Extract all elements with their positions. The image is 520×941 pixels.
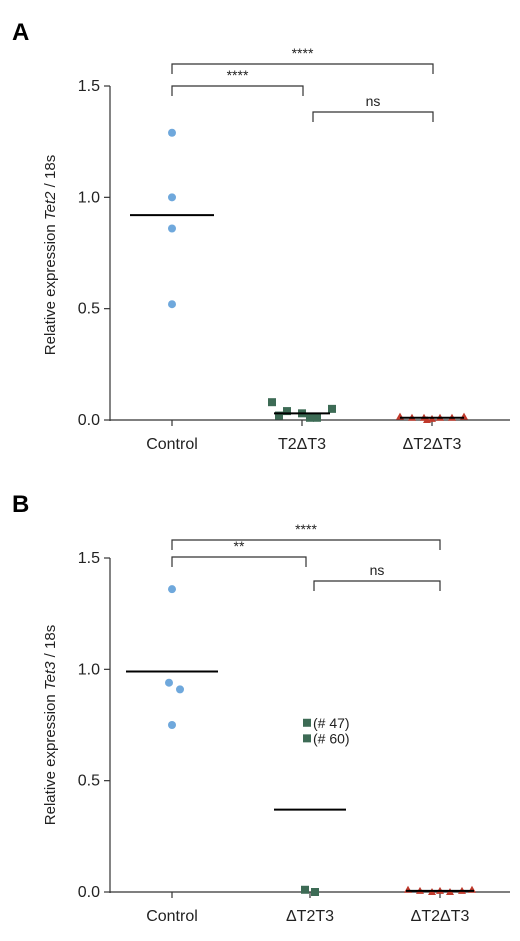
data-point: [168, 585, 176, 594]
x-category-label: ΔT2T3: [286, 908, 334, 925]
x-categories: Control ΔT2T3 ΔT2ΔT3: [146, 908, 469, 925]
point-annotations: (# 47) (# 60): [313, 715, 350, 747]
y-ticks: 0.0 0.5 1.0 1.5: [78, 550, 100, 901]
significance-label: ****: [292, 45, 314, 61]
significance-bracket: [171, 85, 304, 96]
y-tick-label: 1.0: [78, 661, 100, 678]
data-point: [303, 734, 311, 743]
data-point: [423, 416, 431, 423]
data-point: [283, 407, 291, 416]
x-category-label: Control: [146, 908, 198, 925]
point-annotation: (# 60): [313, 730, 350, 746]
y-tick-label: 0.5: [78, 301, 100, 318]
panel-letter: A: [12, 19, 29, 46]
data-point: [313, 413, 321, 422]
panel-letter: B: [12, 491, 29, 518]
y-tick-label: 1.0: [78, 189, 100, 206]
x-category-label: ΔT2ΔT3: [403, 436, 462, 453]
significance-brackets: **** **** ns: [227, 45, 381, 109]
significance-bracket: [313, 580, 441, 591]
data-point: [168, 721, 176, 729]
y-axis-label: Relative expression Tet2 / 18s: [42, 155, 59, 355]
y-axis-label-prefix: Relative expression: [42, 220, 59, 355]
x-categories: Control T2ΔT3 ΔT2ΔT3: [146, 436, 461, 453]
y-axis-label-gene: Tet3: [42, 661, 59, 690]
x-category-label: ΔT2ΔT3: [411, 908, 470, 925]
x-category-label: T2ΔT3: [278, 436, 326, 453]
y-axis-label-suffix: / 18s: [42, 625, 59, 662]
y-axis-label-suffix: / 18s: [42, 155, 59, 192]
data-point: [268, 398, 276, 407]
point-annotation: (# 47): [313, 715, 350, 731]
data-point: [165, 678, 173, 687]
significance-label: ns: [366, 93, 381, 109]
significance-bracket: [171, 539, 441, 550]
y-axis-label-prefix: Relative expression: [42, 690, 59, 825]
panel-b: B Relative expression Tet3 / 18s 0.0 0.5…: [12, 491, 510, 925]
data-point: [275, 411, 283, 420]
data-point: [311, 888, 319, 896]
y-axis-label-gene: Tet2: [42, 191, 59, 220]
data-point: [168, 224, 176, 233]
y-axis-label: Relative expression Tet3 / 18s: [42, 625, 59, 825]
significance-label: ns: [370, 562, 385, 578]
y-tick-label: 0.5: [78, 773, 100, 790]
significance-brackets: **** ** ns: [234, 521, 385, 578]
data-point: [306, 413, 314, 422]
significance-label: ****: [295, 521, 317, 537]
data-point: [168, 193, 176, 202]
significance-label: ****: [227, 67, 249, 83]
panel-a: A Relative expression Tet2 / 18s 0.0 0.5…: [12, 19, 510, 453]
data-marks: [104, 63, 510, 426]
data-marks: [104, 539, 510, 898]
data-point: [176, 685, 184, 694]
y-tick-label: 1.5: [78, 78, 100, 95]
y-tick-label: 1.5: [78, 550, 100, 567]
significance-bracket: [171, 556, 307, 567]
significance-label: **: [234, 538, 245, 554]
data-point: [168, 128, 176, 137]
data-point: [303, 718, 311, 727]
data-point: [168, 300, 176, 309]
x-category-label: Control: [146, 436, 198, 453]
y-ticks: 0.0 0.5 1.0 1.5: [78, 78, 100, 429]
significance-bracket: [171, 63, 434, 74]
significance-bracket: [312, 111, 434, 122]
data-point: [301, 885, 309, 894]
data-point: [328, 404, 336, 413]
y-tick-label: 0.0: [78, 884, 100, 901]
y-tick-label: 0.0: [78, 412, 100, 429]
